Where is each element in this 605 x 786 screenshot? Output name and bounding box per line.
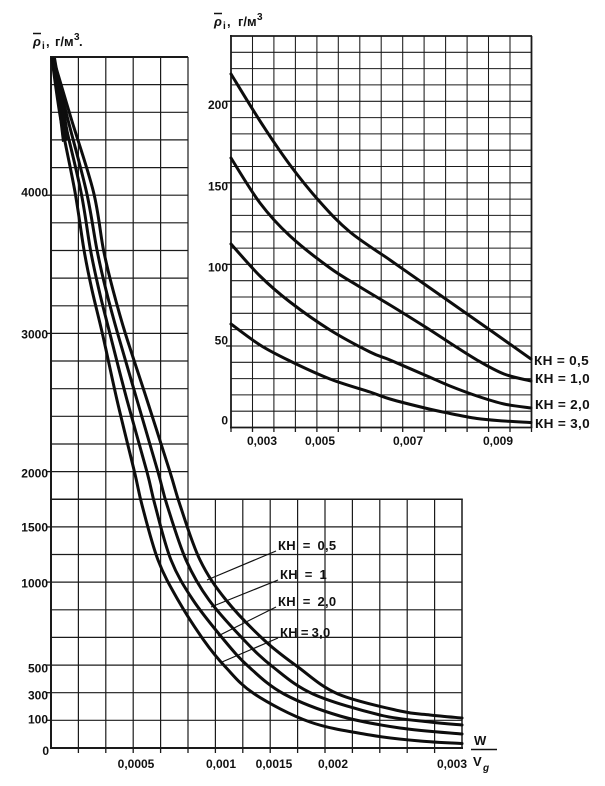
svg-text:i: i [223, 21, 226, 32]
svg-text:3: 3 [74, 32, 80, 43]
svg-text:0,001: 0,001 [206, 757, 236, 771]
svg-text:г/м: г/м [238, 14, 257, 29]
svg-text:4000: 4000 [21, 186, 48, 200]
svg-text:КН = 3,0: КН = 3,0 [535, 416, 590, 431]
svg-text:0,0015: 0,0015 [256, 757, 293, 771]
svg-text:300: 300 [28, 689, 48, 703]
svg-text:,: , [46, 34, 50, 49]
svg-text:500: 500 [28, 662, 48, 676]
svg-text:50: 50 [215, 334, 229, 348]
svg-text:КН = 0,5: КН = 0,5 [534, 353, 589, 368]
svg-text:i: i [42, 41, 45, 52]
svg-text:,: , [227, 14, 231, 29]
svg-text:КН = 1,0: КН = 1,0 [535, 371, 590, 386]
svg-text:3000: 3000 [21, 328, 48, 342]
svg-text:г/м: г/м [55, 34, 74, 49]
svg-text:ρ: ρ [32, 34, 41, 49]
svg-text:.: . [79, 34, 83, 49]
svg-text:V: V [473, 754, 482, 769]
svg-text:2000: 2000 [21, 467, 48, 481]
svg-text:КН = 0,5: КН = 0,5 [278, 538, 336, 553]
svg-text:0,003: 0,003 [437, 757, 467, 771]
svg-text:КН = 3,0: КН = 3,0 [280, 625, 331, 640]
svg-text:0: 0 [221, 414, 228, 428]
svg-text:0,003: 0,003 [247, 434, 277, 448]
svg-text:200: 200 [208, 98, 228, 112]
svg-text:0,0005: 0,0005 [118, 757, 155, 771]
svg-text:0,002: 0,002 [318, 757, 348, 771]
svg-text:150: 150 [208, 180, 228, 194]
svg-text:1000: 1000 [21, 577, 48, 591]
svg-text:g: g [482, 763, 489, 774]
svg-text:0,009: 0,009 [483, 434, 513, 448]
svg-text:КН = 1: КН = 1 [280, 567, 327, 582]
svg-text:КН = 2,0: КН = 2,0 [278, 594, 336, 609]
svg-text:100: 100 [28, 713, 48, 727]
svg-text:0,007: 0,007 [393, 434, 423, 448]
svg-text:3: 3 [257, 12, 263, 23]
svg-text:0: 0 [42, 744, 49, 758]
svg-text:КН = 2,0: КН = 2,0 [535, 397, 590, 412]
svg-text:ρ: ρ [213, 14, 222, 29]
svg-text:W: W [474, 733, 487, 748]
svg-text:1500: 1500 [21, 521, 48, 535]
svg-text:100: 100 [208, 261, 228, 275]
svg-text:0,005: 0,005 [305, 434, 335, 448]
